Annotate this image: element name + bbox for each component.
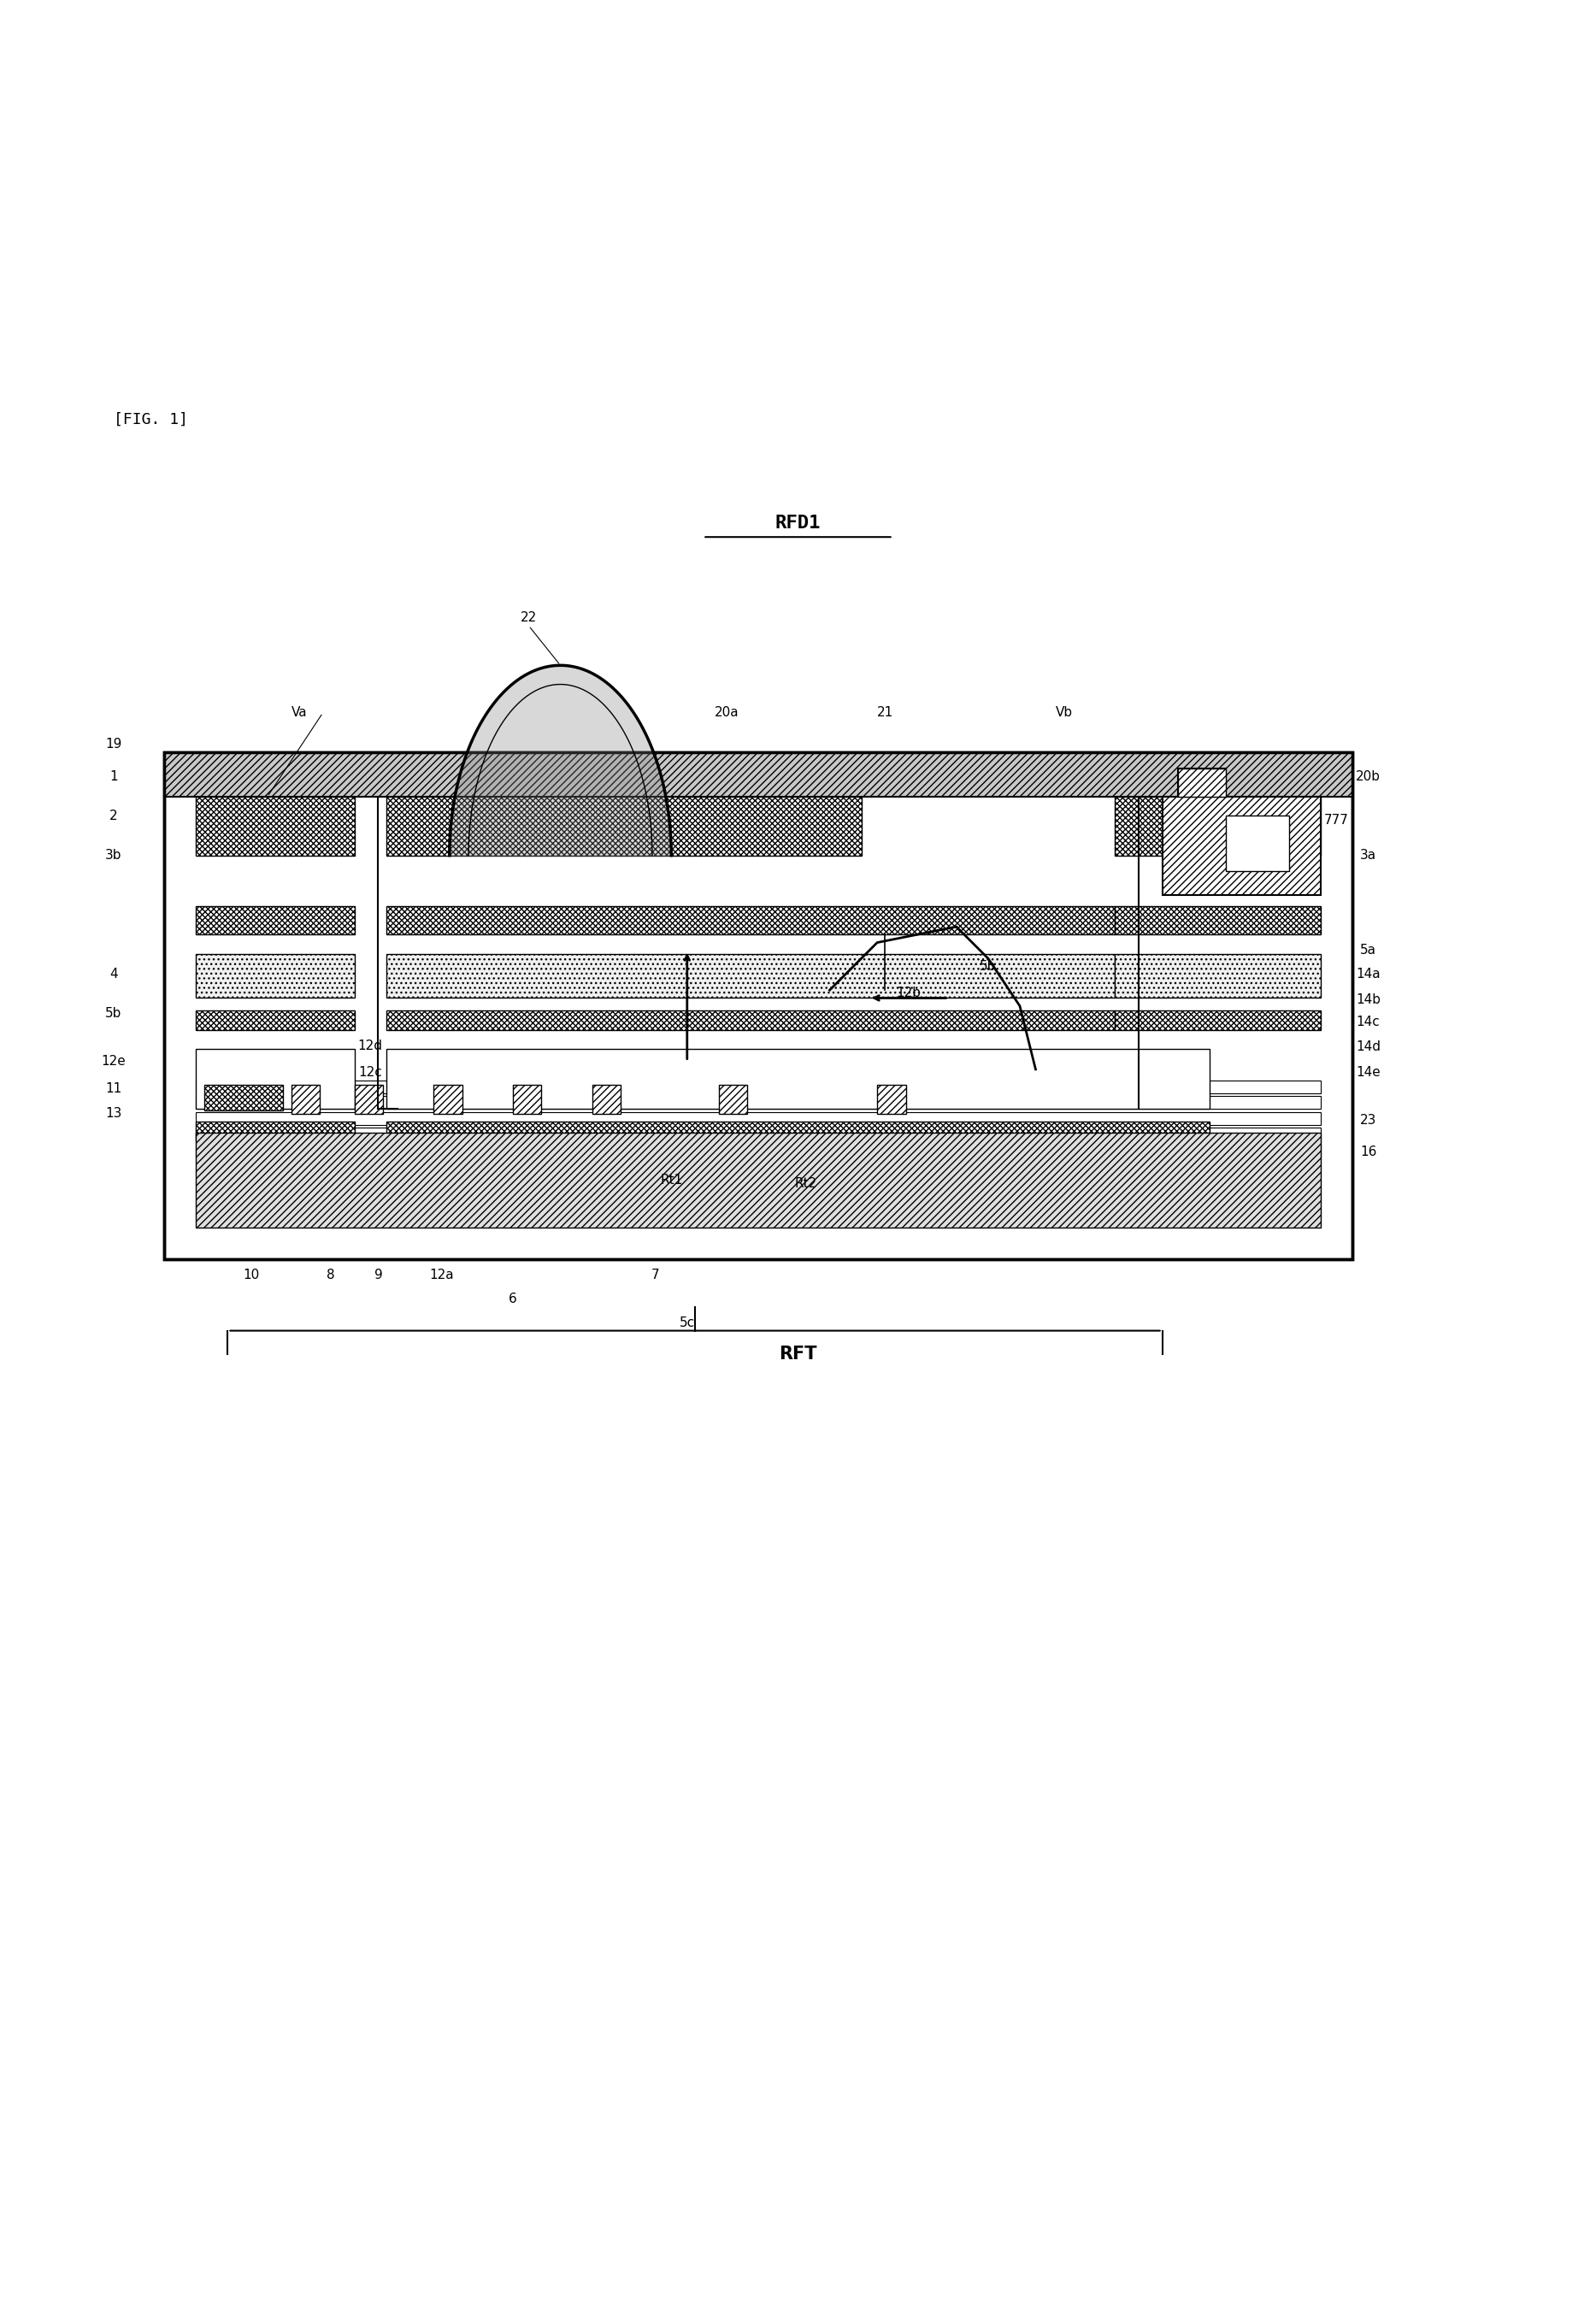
- Bar: [196, 953, 354, 997]
- Text: 23: 23: [1360, 1114, 1377, 1126]
- Text: 13: 13: [105, 1107, 121, 1121]
- Text: Rt2: Rt2: [795, 1176, 817, 1190]
- Text: 21: 21: [876, 707, 894, 719]
- Text: 777: 777: [1325, 813, 1349, 827]
- Text: 14a: 14a: [1357, 967, 1381, 981]
- Bar: [1226, 815, 1290, 871]
- Bar: [196, 1144, 1321, 1155]
- Bar: [1116, 953, 1321, 997]
- Bar: [1116, 797, 1321, 854]
- Text: 12d: 12d: [358, 1038, 383, 1052]
- Bar: [1116, 1011, 1321, 1029]
- Text: 14b: 14b: [1357, 992, 1381, 1006]
- Bar: [164, 753, 1352, 797]
- Bar: [196, 1050, 354, 1109]
- Bar: [1178, 767, 1226, 797]
- Text: 3a: 3a: [1360, 850, 1376, 861]
- Bar: [164, 753, 1352, 1259]
- Text: 20b: 20b: [1357, 769, 1381, 783]
- Bar: [196, 1112, 1321, 1126]
- Bar: [164, 753, 1352, 1259]
- Bar: [1116, 905, 1321, 935]
- Bar: [196, 1080, 1321, 1093]
- Bar: [196, 1121, 354, 1142]
- Bar: [386, 1011, 1116, 1029]
- Text: 19: 19: [105, 737, 121, 751]
- Bar: [196, 1011, 354, 1029]
- Text: [FIG. 1]: [FIG. 1]: [113, 411, 188, 427]
- Bar: [386, 905, 1116, 935]
- Bar: [196, 797, 354, 854]
- Bar: [196, 1128, 1321, 1142]
- Text: Rt1: Rt1: [661, 1174, 683, 1188]
- Text: 11: 11: [105, 1082, 121, 1096]
- Text: Vb: Vb: [1055, 707, 1073, 719]
- Bar: [718, 1084, 747, 1114]
- Text: 14c: 14c: [1357, 1015, 1381, 1029]
- Text: RFT: RFT: [779, 1346, 817, 1362]
- Text: 1: 1: [110, 769, 118, 783]
- Text: 16: 16: [1360, 1146, 1377, 1158]
- Text: 4: 4: [110, 967, 118, 981]
- Bar: [512, 1084, 541, 1114]
- Bar: [386, 1121, 1210, 1142]
- Text: 6: 6: [509, 1293, 517, 1305]
- Text: 12a: 12a: [429, 1268, 453, 1282]
- Bar: [164, 753, 1352, 792]
- Bar: [386, 797, 862, 854]
- Bar: [196, 1096, 1321, 1109]
- Bar: [1178, 767, 1226, 797]
- Text: 14d: 14d: [1357, 1041, 1381, 1054]
- Text: 3b: 3b: [105, 850, 121, 861]
- Bar: [592, 1084, 621, 1114]
- Text: 22: 22: [520, 611, 536, 625]
- Text: 5b: 5b: [980, 960, 996, 972]
- Text: 14e: 14e: [1357, 1066, 1381, 1080]
- Text: 2: 2: [110, 809, 118, 822]
- Text: 20a: 20a: [715, 707, 739, 719]
- Bar: [1162, 797, 1321, 896]
- Text: 5c: 5c: [680, 1316, 694, 1330]
- Bar: [386, 953, 1116, 997]
- Text: 8: 8: [327, 1268, 335, 1282]
- Bar: [878, 1084, 905, 1114]
- Text: 12b: 12b: [897, 988, 921, 999]
- Bar: [290, 1084, 319, 1114]
- Bar: [354, 1084, 383, 1114]
- Text: 5b: 5b: [105, 1008, 121, 1020]
- Text: 9: 9: [373, 1268, 383, 1282]
- Bar: [204, 1084, 282, 1109]
- Bar: [196, 905, 354, 935]
- Text: 5a: 5a: [1360, 944, 1376, 958]
- Text: RFD1: RFD1: [776, 515, 820, 531]
- Text: Va: Va: [290, 707, 306, 719]
- Text: 12e: 12e: [102, 1054, 126, 1068]
- Bar: [196, 1132, 1321, 1227]
- Bar: [386, 1050, 1210, 1109]
- Text: 10: 10: [243, 1268, 260, 1282]
- Text: 7: 7: [651, 1268, 659, 1282]
- Text: 12c: 12c: [359, 1066, 381, 1080]
- Bar: [434, 1084, 463, 1114]
